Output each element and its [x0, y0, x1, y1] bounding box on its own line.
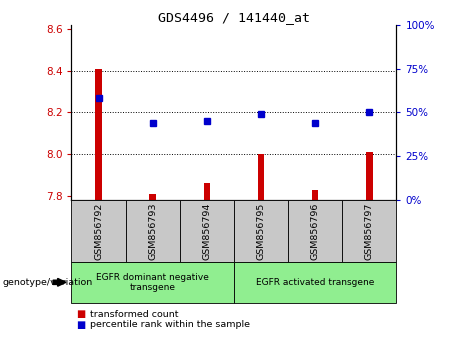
Title: GDS4496 / 141440_at: GDS4496 / 141440_at	[158, 11, 310, 24]
Text: EGFR dominant negative
transgene: EGFR dominant negative transgene	[96, 273, 209, 292]
Bar	[149, 194, 156, 200]
Text: GSM856796: GSM856796	[311, 202, 320, 260]
Bar	[258, 154, 264, 200]
Bar	[312, 190, 319, 200]
Text: GSM856793: GSM856793	[148, 202, 157, 260]
Text: percentile rank within the sample: percentile rank within the sample	[90, 320, 250, 330]
Bar	[204, 183, 210, 200]
Text: GSM856792: GSM856792	[94, 202, 103, 260]
Text: GSM856797: GSM856797	[365, 202, 374, 260]
Text: ■: ■	[76, 320, 85, 330]
Text: transformed count: transformed count	[90, 310, 178, 319]
Text: ■: ■	[76, 309, 85, 319]
Text: GSM856795: GSM856795	[256, 202, 266, 260]
Text: genotype/variation: genotype/variation	[2, 278, 93, 287]
Bar	[95, 69, 102, 200]
Bar	[366, 152, 372, 200]
Text: GSM856794: GSM856794	[202, 202, 212, 260]
Text: EGFR activated transgene: EGFR activated transgene	[256, 278, 374, 287]
